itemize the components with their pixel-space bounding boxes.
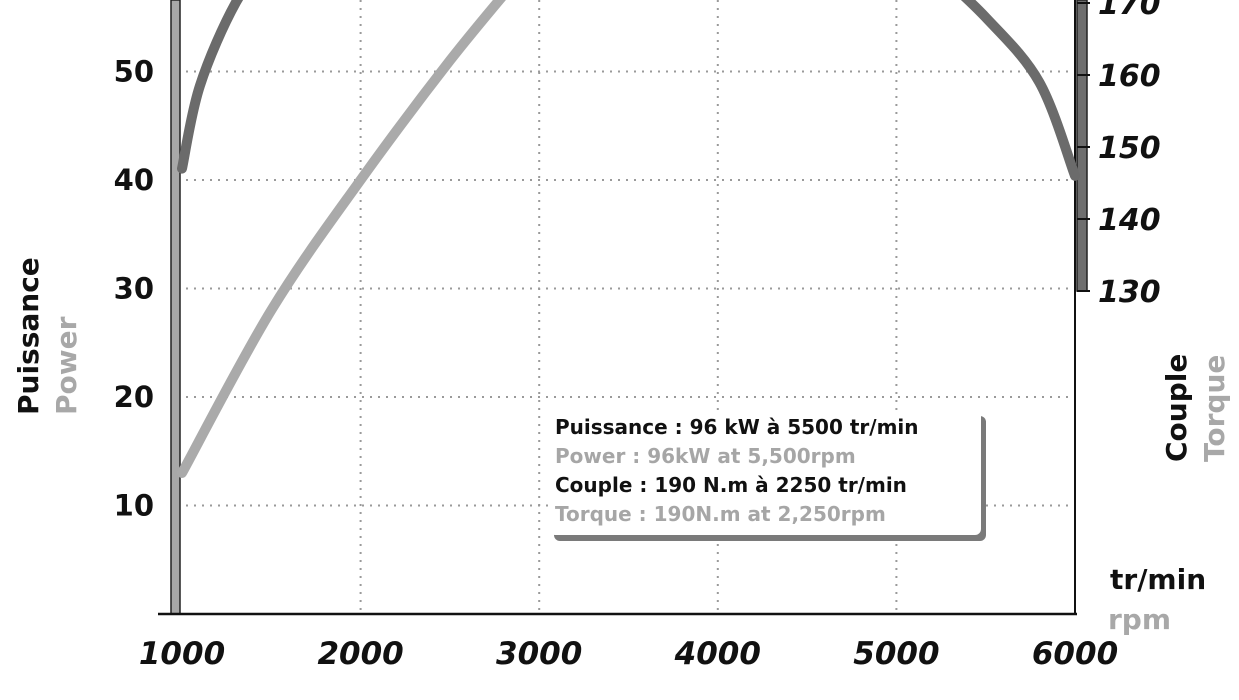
annotation-torque-fr: Couple : 190 N.m à 2250 tr/min <box>555 473 907 497</box>
y-right-label-fr: Couple <box>1160 354 1193 462</box>
annotation-power-en: Power : 96kW at 5,500rpm <box>555 444 856 468</box>
axes <box>158 0 1088 616</box>
y-left-tick-50: 50 <box>114 55 154 89</box>
y-right-tick-150: 150 <box>1098 131 1161 166</box>
y-right-tick-130: 130 <box>1098 275 1161 310</box>
series-line-couple-high <box>960 0 1080 181</box>
y-left-tick-30: 30 <box>114 272 154 306</box>
y-left-tick-20: 20 <box>114 380 154 414</box>
series-line-power <box>177 0 506 478</box>
y-right-tick-170: 170 <box>1098 0 1161 22</box>
y-left-tick-10: 10 <box>114 489 154 523</box>
left-axis-bar <box>170 0 181 615</box>
y-right-tick-140: 140 <box>1098 203 1161 238</box>
y-right-label-en: Torque <box>1198 355 1231 462</box>
y-left-label-en: Power <box>50 316 83 415</box>
x-axis-label-fr: tr/min <box>1110 563 1206 596</box>
x-tick-5000: 5000 <box>853 636 939 672</box>
right-axis-bar <box>1076 0 1088 292</box>
x-axis-label-en: rpm <box>1108 603 1171 636</box>
tick-labels: 1000 2000 3000 4000 5000 6000 10 20 30 40 50 130 140… <box>114 0 1161 672</box>
y-left-label-fr: Puissance <box>12 257 45 415</box>
x-tick-1000: 1000 <box>139 636 225 672</box>
x-tick-3000: 3000 <box>496 636 582 672</box>
x-tick-2000: 2000 <box>317 636 403 672</box>
y-left-tick-40: 40 <box>114 163 154 197</box>
y-right-tick-160: 160 <box>1098 59 1161 94</box>
specs-box: Puissance : 96 kW à 5500 tr/min Power : … <box>549 410 981 535</box>
series-layer <box>177 0 1080 478</box>
annotation-power-fr: Puissance : 96 kW à 5500 tr/min <box>555 415 919 439</box>
x-tick-6000: 6000 <box>1032 636 1118 672</box>
annotation-torque-en: Torque : 190N.m at 2,250rpm <box>555 502 886 526</box>
x-tick-4000: 4000 <box>674 636 761 672</box>
series-line-couple-low <box>177 0 244 174</box>
